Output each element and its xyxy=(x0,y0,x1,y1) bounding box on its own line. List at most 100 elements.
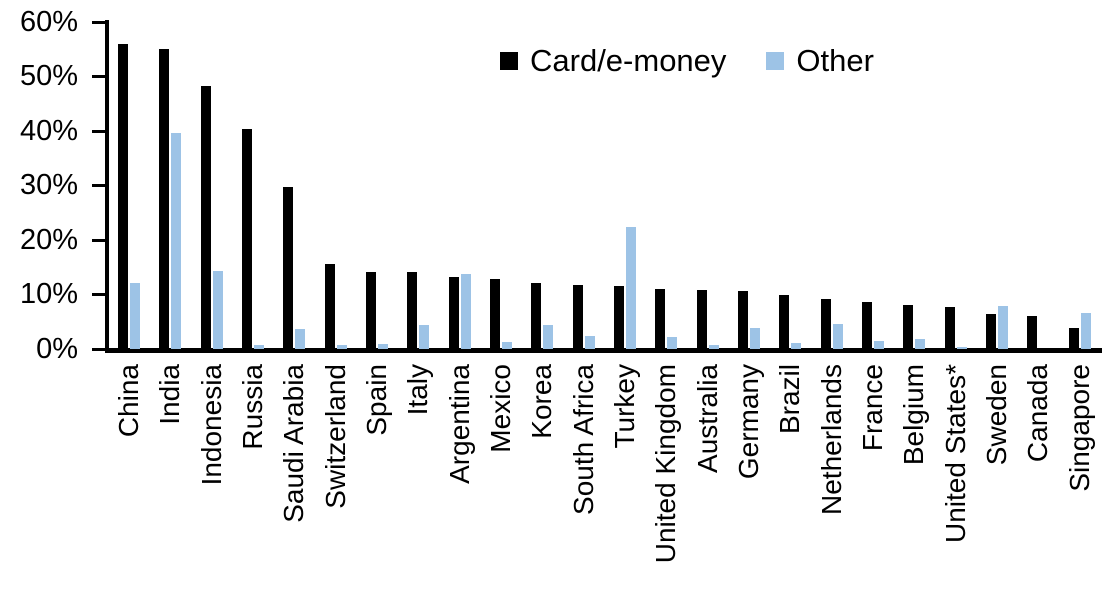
x-axis-label: Spain xyxy=(361,364,392,436)
card-e-money-bar xyxy=(738,291,748,349)
x-axis-label: Switzerland xyxy=(319,364,351,509)
bar-group-korea xyxy=(520,22,561,349)
x-axis-label: Canada xyxy=(1022,364,1054,463)
x-axis-label: United Kingdom xyxy=(650,364,682,564)
card-e-money-bar xyxy=(324,263,335,349)
bar-group-indonesia xyxy=(190,22,231,349)
y-axis-tick-label: 20% xyxy=(19,223,78,256)
other-bar xyxy=(750,328,760,349)
legend-item-other: Other xyxy=(766,44,874,78)
bar-group-south-africa xyxy=(562,22,603,349)
other-bar xyxy=(832,323,843,349)
bar-group-singapore xyxy=(1058,22,1099,349)
legend-item-card-e-money: Card/e-money xyxy=(500,44,726,78)
x-axis-label: Sweden xyxy=(981,364,1012,466)
bar-group-spain xyxy=(355,22,396,349)
x-axis-label: Indonesia xyxy=(195,364,227,486)
bar-group-australia xyxy=(686,22,727,349)
y-axis-tick xyxy=(92,129,105,133)
bar-group-belgium xyxy=(892,22,933,349)
card-e-money-bar xyxy=(366,271,376,349)
x-axis-label: Singapore xyxy=(1063,364,1095,492)
x-axis-label: France xyxy=(857,364,888,452)
x-axis-label: South Africa xyxy=(567,364,599,515)
legend-swatch-icon xyxy=(500,52,518,70)
y-axis-tick-label: 40% xyxy=(19,114,78,147)
other-bar xyxy=(336,345,347,349)
y-axis-tick xyxy=(92,347,105,351)
x-axis-label: Korea xyxy=(526,364,558,439)
other-bar xyxy=(212,270,223,349)
other-bar xyxy=(543,325,554,349)
bar-group-russia xyxy=(231,22,272,349)
card-e-money-bar xyxy=(407,272,418,349)
y-axis-tick-label: 30% xyxy=(19,169,78,201)
legend: Card/e-money Other xyxy=(500,44,874,78)
x-axis-label: Brazil xyxy=(774,364,806,435)
card-e-money-bar xyxy=(862,301,872,349)
y-axis-tick-label: 0% xyxy=(36,332,78,365)
other-bar xyxy=(874,341,884,349)
y-axis-tick xyxy=(92,238,105,242)
x-axis-label: Russia xyxy=(237,364,268,450)
other-bar xyxy=(998,305,1008,349)
legend-swatch-icon xyxy=(766,52,785,70)
card-e-money-bar xyxy=(572,285,583,349)
other-bar xyxy=(502,341,512,349)
bar-group-sweden xyxy=(975,22,1016,349)
card-e-money-bar xyxy=(820,298,831,349)
bar-group-germany xyxy=(727,22,768,349)
other-bar xyxy=(171,132,182,349)
card-e-money-bar xyxy=(1068,327,1079,349)
bar-group-united-states xyxy=(934,22,975,349)
plot-area xyxy=(107,22,1099,349)
other-bar xyxy=(956,347,967,349)
other-bar xyxy=(130,282,140,349)
card-e-money-bar xyxy=(986,314,996,349)
bar-group-switzerland xyxy=(314,22,355,349)
x-axis-label: China xyxy=(113,364,144,438)
legend-label: Other xyxy=(796,43,874,78)
card-e-money-bar xyxy=(614,285,624,349)
x-axis-label: United States* xyxy=(939,364,971,543)
x-axis-label: Australia xyxy=(691,364,723,473)
other-bar xyxy=(915,338,926,349)
x-axis-label: Italy xyxy=(402,364,434,416)
card-e-money-bar xyxy=(531,282,542,349)
y-axis-tick-label: 60% xyxy=(19,5,78,38)
bar-group-canada xyxy=(1016,22,1057,349)
card-e-money-bar xyxy=(283,186,294,349)
x-axis-label: Mexico xyxy=(485,364,516,453)
other-bar xyxy=(708,344,719,349)
y-axis-tick xyxy=(92,184,105,187)
card-e-money-bar xyxy=(696,290,707,349)
x-axis-label: Netherlands xyxy=(815,364,847,515)
x-axis-label: India xyxy=(154,364,186,425)
y-axis-tick xyxy=(92,75,105,78)
bar-group-india xyxy=(148,22,189,349)
bar-group-france xyxy=(851,22,892,349)
card-e-money-bar xyxy=(448,276,459,349)
other-bar xyxy=(791,343,802,349)
bar-group-mexico xyxy=(479,22,520,349)
other-bar xyxy=(1080,313,1091,349)
other-bar xyxy=(460,274,471,349)
card-e-money-bar xyxy=(779,295,790,349)
card-e-money-bar xyxy=(200,86,211,349)
x-axis-label: Belgium xyxy=(898,364,930,466)
bar-group-turkey xyxy=(603,22,644,349)
other-bar xyxy=(378,344,388,349)
x-axis-label: Saudi Arabia xyxy=(278,364,310,523)
card-e-money-bar xyxy=(944,306,955,349)
bar-group-china xyxy=(107,22,148,349)
y-axis-tick-label: 10% xyxy=(19,278,78,310)
card-e-money-bar xyxy=(655,289,666,349)
card-e-money-bar xyxy=(903,305,914,349)
card-e-money-bar xyxy=(1027,316,1038,349)
other-bar xyxy=(584,336,595,349)
other-bar xyxy=(626,226,636,349)
x-axis-label: Germany xyxy=(733,364,764,480)
bar-group-united-kingdom xyxy=(644,22,685,349)
other-bar xyxy=(419,325,430,349)
